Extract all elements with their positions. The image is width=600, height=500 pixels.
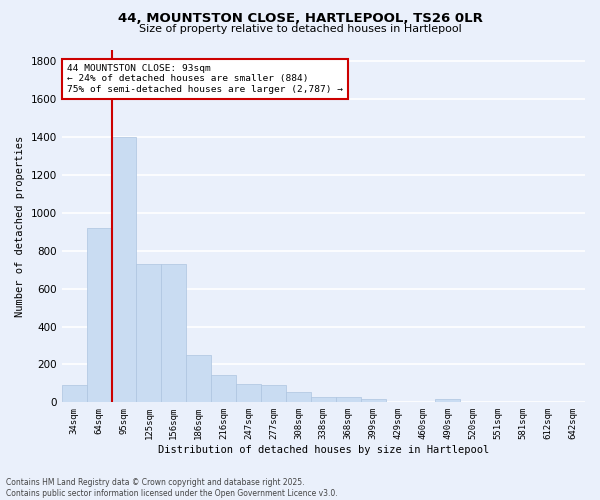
Bar — [361, 400, 386, 402]
Bar — [236, 384, 261, 402]
Bar — [62, 386, 86, 402]
X-axis label: Distribution of detached houses by size in Hartlepool: Distribution of detached houses by size … — [158, 445, 489, 455]
Bar — [161, 264, 186, 402]
Bar — [186, 355, 211, 403]
Text: 44, MOUNTSTON CLOSE, HARTLEPOOL, TS26 0LR: 44, MOUNTSTON CLOSE, HARTLEPOOL, TS26 0L… — [118, 12, 482, 26]
Bar — [112, 137, 136, 402]
Text: 44 MOUNTSTON CLOSE: 93sqm
← 24% of detached houses are smaller (884)
75% of semi: 44 MOUNTSTON CLOSE: 93sqm ← 24% of detac… — [67, 64, 343, 94]
Text: Size of property relative to detached houses in Hartlepool: Size of property relative to detached ho… — [139, 24, 461, 34]
Bar — [261, 386, 286, 402]
Bar — [336, 396, 361, 402]
Bar — [311, 396, 336, 402]
Bar — [86, 228, 112, 402]
Text: Contains HM Land Registry data © Crown copyright and database right 2025.
Contai: Contains HM Land Registry data © Crown c… — [6, 478, 338, 498]
Y-axis label: Number of detached properties: Number of detached properties — [15, 136, 25, 317]
Bar — [436, 398, 460, 402]
Bar — [211, 375, 236, 402]
Bar — [286, 392, 311, 402]
Bar — [136, 264, 161, 402]
